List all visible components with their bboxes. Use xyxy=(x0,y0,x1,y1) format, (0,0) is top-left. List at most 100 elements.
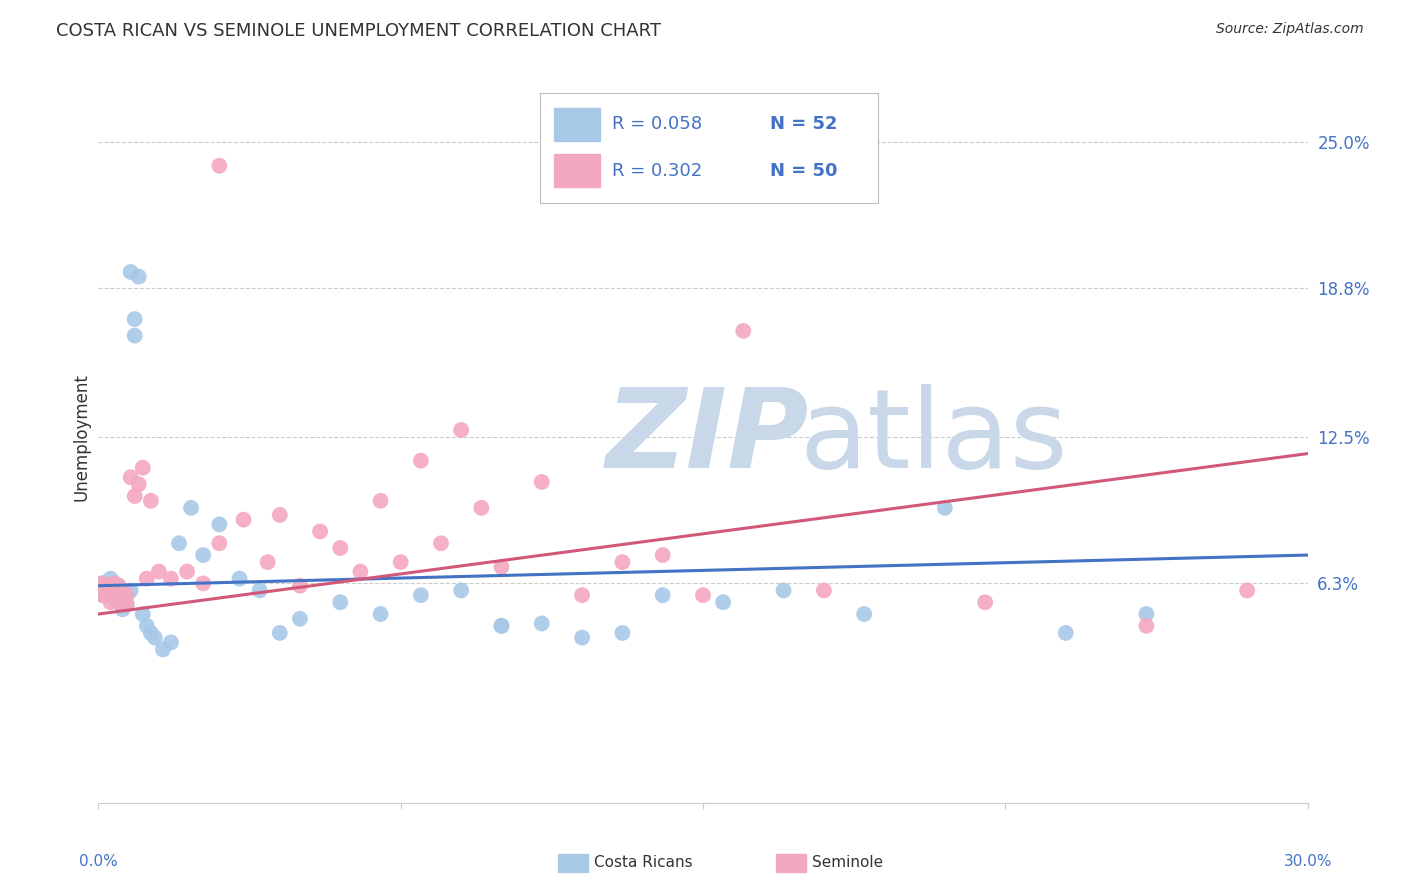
Text: 30.0%: 30.0% xyxy=(1284,854,1331,869)
Point xyxy=(232,513,254,527)
Text: Seminole: Seminole xyxy=(811,855,883,871)
Point xyxy=(692,588,714,602)
Point xyxy=(733,324,755,338)
Point xyxy=(160,635,183,649)
Point xyxy=(450,583,472,598)
Point xyxy=(91,588,114,602)
Point xyxy=(1135,607,1157,621)
Point xyxy=(111,593,134,607)
Point xyxy=(103,576,125,591)
Point xyxy=(450,423,472,437)
Point xyxy=(370,607,392,621)
Point xyxy=(269,626,291,640)
Point xyxy=(329,595,352,609)
Point xyxy=(103,583,125,598)
Point xyxy=(135,619,157,633)
Point xyxy=(1135,619,1157,633)
Point xyxy=(772,583,794,598)
Text: COSTA RICAN VS SEMINOLE UNEMPLOYMENT CORRELATION CHART: COSTA RICAN VS SEMINOLE UNEMPLOYMENT COR… xyxy=(56,22,661,40)
Point xyxy=(409,588,432,602)
Point xyxy=(107,579,129,593)
Point xyxy=(249,583,271,598)
Point xyxy=(111,583,134,598)
Point xyxy=(813,583,835,598)
Point xyxy=(135,572,157,586)
Point xyxy=(115,598,138,612)
Point xyxy=(115,588,138,602)
Point xyxy=(853,607,876,621)
Text: ZIP: ZIP xyxy=(606,384,810,491)
Point xyxy=(107,579,129,593)
Point xyxy=(100,583,122,598)
Point xyxy=(132,607,155,621)
Point xyxy=(571,588,593,602)
Point xyxy=(111,602,134,616)
Point xyxy=(111,595,134,609)
Point xyxy=(288,612,311,626)
Point xyxy=(124,328,146,343)
Text: N = 52: N = 52 xyxy=(769,115,837,133)
Point xyxy=(96,579,118,593)
Point xyxy=(111,583,134,598)
Point xyxy=(124,312,146,326)
Bar xyxy=(554,108,600,141)
Point xyxy=(132,460,155,475)
Point xyxy=(107,588,129,602)
Point xyxy=(103,588,125,602)
Point xyxy=(1236,583,1258,598)
Point xyxy=(120,583,142,598)
Point xyxy=(180,500,202,515)
Point xyxy=(91,588,114,602)
Text: R = 0.302: R = 0.302 xyxy=(613,161,703,180)
Point xyxy=(934,500,956,515)
Point xyxy=(128,477,150,491)
Point xyxy=(349,565,371,579)
Y-axis label: Unemployment: Unemployment xyxy=(72,373,90,501)
Point xyxy=(124,489,146,503)
Point xyxy=(612,626,634,640)
Point xyxy=(107,595,129,609)
Point xyxy=(96,579,118,593)
Point xyxy=(974,595,997,609)
Point xyxy=(228,572,250,586)
Point xyxy=(100,583,122,598)
Text: 0.0%: 0.0% xyxy=(79,854,118,869)
Point xyxy=(100,588,122,602)
Point xyxy=(329,541,352,555)
Bar xyxy=(558,854,588,872)
Point xyxy=(143,631,166,645)
Point xyxy=(571,631,593,645)
Point xyxy=(612,555,634,569)
Point xyxy=(491,619,513,633)
Point xyxy=(96,588,118,602)
Point xyxy=(193,576,215,591)
Point xyxy=(139,493,162,508)
Point xyxy=(160,572,183,586)
Text: Costa Ricans: Costa Ricans xyxy=(595,855,693,871)
Point xyxy=(176,565,198,579)
Point xyxy=(711,595,734,609)
Point xyxy=(148,565,170,579)
Bar xyxy=(776,854,806,872)
Bar xyxy=(554,154,600,187)
Text: R = 0.058: R = 0.058 xyxy=(613,115,703,133)
Point xyxy=(128,269,150,284)
Point xyxy=(96,583,118,598)
Point xyxy=(651,548,673,562)
Point xyxy=(256,555,278,569)
Point xyxy=(91,576,114,591)
Text: atlas: atlas xyxy=(800,384,1069,491)
Point xyxy=(430,536,453,550)
Point xyxy=(389,555,412,569)
Point xyxy=(491,619,513,633)
Point xyxy=(115,588,138,602)
Point xyxy=(91,576,114,591)
Text: Source: ZipAtlas.com: Source: ZipAtlas.com xyxy=(1216,22,1364,37)
Point xyxy=(100,572,122,586)
Point xyxy=(491,559,513,574)
FancyBboxPatch shape xyxy=(540,94,879,203)
Point xyxy=(269,508,291,522)
Point xyxy=(100,595,122,609)
Point xyxy=(208,517,231,532)
Point xyxy=(115,598,138,612)
